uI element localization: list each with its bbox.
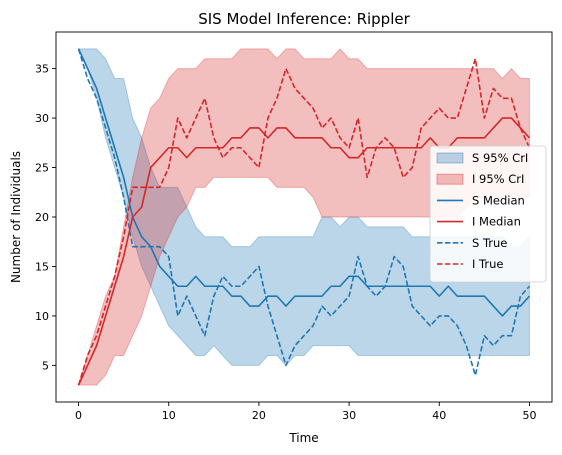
legend-label-s-95-cri: S 95% CrI (472, 151, 528, 165)
legend-swatch-i-95-cri (436, 173, 464, 185)
x-axis-label: Time (288, 431, 318, 445)
y-tick-label: 10 (35, 310, 49, 323)
legend-label-s-median: S Median (472, 193, 525, 207)
x-tick-label: 40 (432, 409, 446, 422)
y-tick-label: 30 (35, 112, 49, 125)
x-tick-label: 30 (342, 409, 356, 422)
y-tick-label: 15 (35, 260, 49, 273)
plot-area: 0 10 20 30 40 50 5 10 15 20 25 30 35 (35, 31, 553, 422)
y-axis-label: Number of Individuals (9, 151, 23, 283)
legend-swatch-s-95-cri (436, 152, 464, 164)
x-tick-label: 20 (252, 409, 266, 422)
legend-label-i-median: I Median (472, 215, 521, 229)
series-s-median (77, 48, 531, 317)
y-tick-label: 5 (42, 359, 49, 372)
legend-label-s-true: S True (472, 236, 507, 250)
series-i-median (77, 117, 531, 386)
series-s-true (77, 48, 531, 377)
series-i-true (77, 57, 531, 386)
y-tick-label: 35 (35, 63, 49, 76)
y-tick-label: 20 (35, 211, 49, 224)
y-tick-label: 25 (35, 162, 49, 175)
legend-label-i-95-cri: I 95% CrI (472, 172, 524, 186)
legend: S 95% CrI I 95% CrI S Median I Median S True… (429, 145, 547, 283)
legend-box (429, 145, 547, 283)
x-tick-label: 50 (522, 409, 536, 422)
x-tick-label: 10 (162, 409, 176, 422)
chart-title: SIS Model Inference: Rippler (198, 10, 410, 28)
x-tick-label: 0 (75, 409, 82, 422)
legend-label-i-true: I True (472, 257, 503, 271)
